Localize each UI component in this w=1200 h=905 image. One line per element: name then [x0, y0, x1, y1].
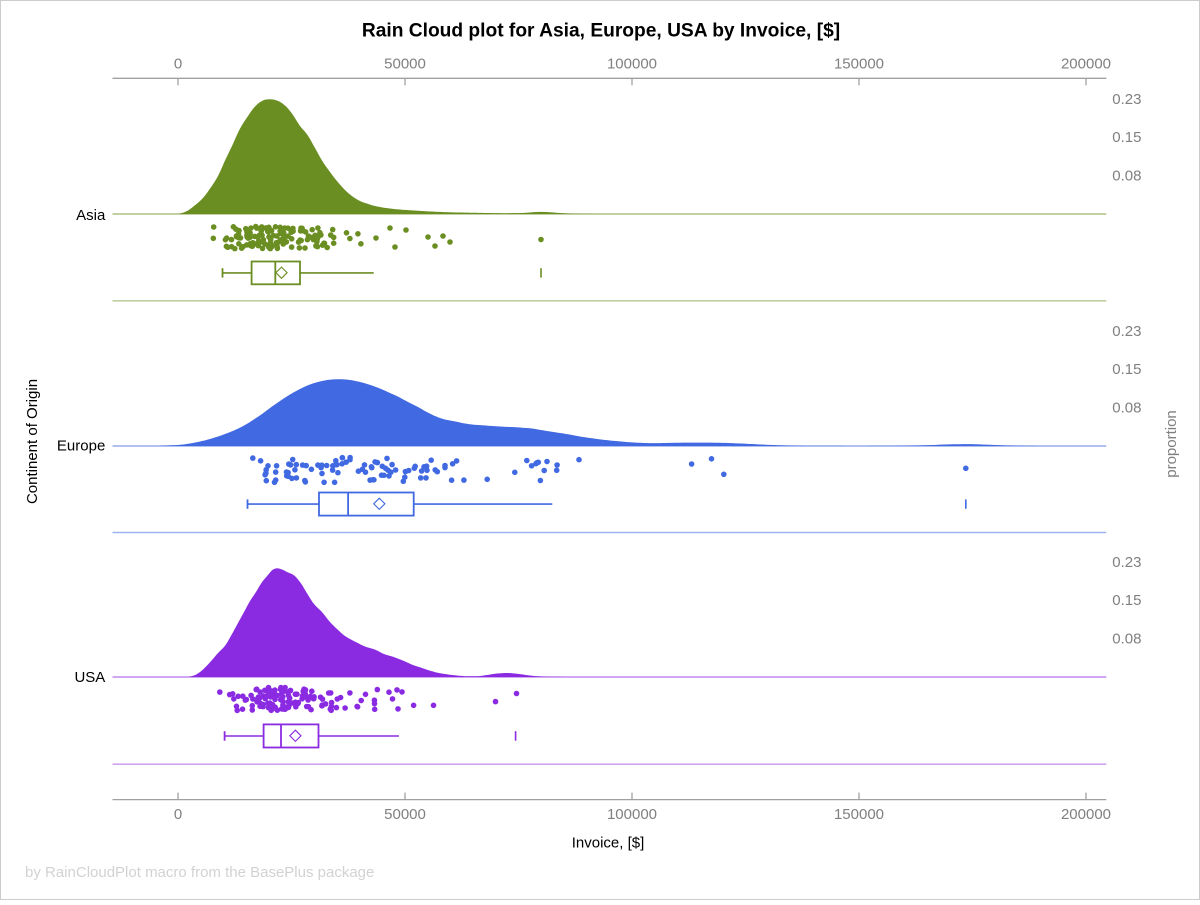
- svg-text:200000: 200000: [1061, 56, 1111, 73]
- svg-text:0.08: 0.08: [1112, 631, 1141, 648]
- svg-text:50000: 50000: [384, 806, 426, 823]
- svg-text:0: 0: [174, 56, 182, 73]
- svg-text:0.15: 0.15: [1112, 129, 1141, 146]
- svg-text:150000: 150000: [834, 806, 884, 823]
- svg-text:150000: 150000: [834, 56, 884, 73]
- svg-text:USA: USA: [74, 669, 105, 686]
- svg-text:Invoice, [$]: Invoice, [$]: [572, 834, 645, 851]
- svg-text:0.15: 0.15: [1112, 592, 1141, 609]
- svg-text:by RainCloudPlot macro from th: by RainCloudPlot macro from the BasePlus…: [25, 864, 374, 881]
- svg-text:proportion: proportion: [1163, 410, 1180, 478]
- svg-text:200000: 200000: [1061, 806, 1111, 823]
- svg-text:50000: 50000: [384, 56, 426, 73]
- svg-text:100000: 100000: [607, 806, 657, 823]
- svg-text:Europe: Europe: [57, 438, 105, 455]
- svg-text:0: 0: [174, 806, 182, 823]
- svg-text:0.23: 0.23: [1112, 323, 1141, 340]
- svg-text:Continent of Origin: Continent of Origin: [24, 379, 41, 504]
- svg-text:100000: 100000: [607, 56, 657, 73]
- svg-text:0.23: 0.23: [1112, 91, 1141, 108]
- svg-text:Rain Cloud plot for Asia, Euro: Rain Cloud plot for Asia, Europe, USA by…: [362, 21, 840, 42]
- svg-text:0.08: 0.08: [1112, 400, 1141, 417]
- svg-text:0.15: 0.15: [1112, 361, 1141, 378]
- svg-text:0.23: 0.23: [1112, 554, 1141, 571]
- svg-text:Asia: Asia: [76, 207, 106, 224]
- svg-text:0.08: 0.08: [1112, 168, 1141, 185]
